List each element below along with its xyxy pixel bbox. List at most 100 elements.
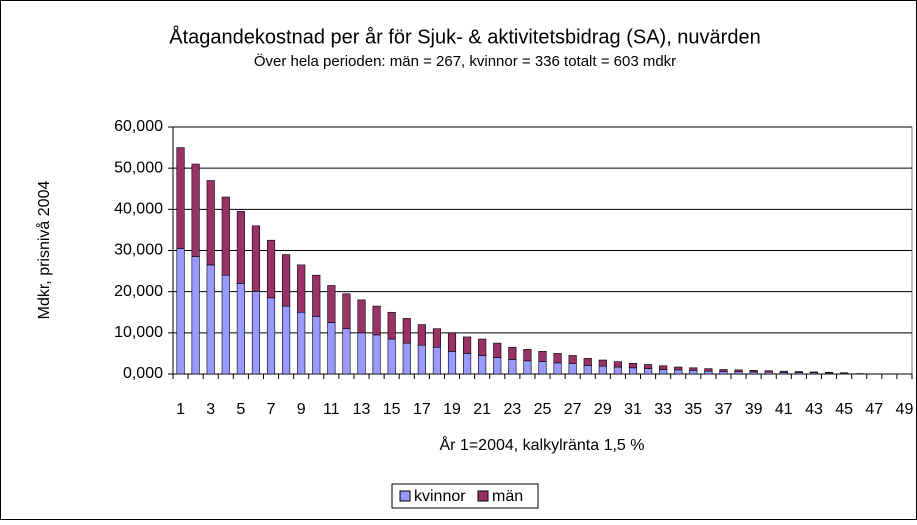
legend-label: män bbox=[492, 488, 523, 505]
x-tick-label: 49 bbox=[896, 401, 914, 418]
bar-segment bbox=[192, 164, 200, 257]
bar-segment bbox=[493, 358, 501, 374]
bar-segment bbox=[629, 368, 637, 374]
bar-segment bbox=[584, 365, 592, 374]
x-axis-title: År 1=2004, kalkylränta 1,5 % bbox=[439, 435, 644, 454]
x-tick-label: 27 bbox=[564, 401, 582, 418]
bar-segment bbox=[177, 248, 185, 374]
bar-segment bbox=[554, 353, 562, 362]
bar-segment bbox=[373, 306, 381, 335]
bar-segment bbox=[313, 275, 321, 316]
bar-segment bbox=[418, 345, 426, 374]
bar-segment bbox=[509, 347, 517, 359]
bar-segment bbox=[493, 343, 501, 357]
bar-segment bbox=[478, 339, 486, 355]
bar-segment bbox=[690, 370, 698, 374]
x-tick-label: 5 bbox=[236, 401, 245, 418]
bar-segment bbox=[614, 367, 622, 374]
bar-segment bbox=[674, 370, 682, 374]
bar-segment bbox=[509, 360, 517, 374]
bar-segment bbox=[267, 240, 275, 298]
y-axis-title: Mdkr, prisnivå 2004 bbox=[35, 181, 53, 320]
bar-segment bbox=[207, 181, 215, 265]
x-tick-label: 35 bbox=[684, 401, 702, 418]
bar-segment bbox=[388, 312, 396, 339]
legend-label: kvinnor bbox=[414, 488, 466, 505]
bar-segment bbox=[237, 283, 245, 374]
bar-segment bbox=[614, 362, 622, 367]
x-tick-label: 37 bbox=[715, 401, 733, 418]
x-tick-label: 47 bbox=[865, 401, 883, 418]
bar-segment bbox=[192, 257, 200, 374]
bar-segment bbox=[418, 325, 426, 346]
y-tick-label: 0,000 bbox=[123, 365, 163, 382]
bar-segment bbox=[282, 255, 290, 306]
bar-segment bbox=[720, 369, 728, 371]
bar-segment bbox=[810, 372, 818, 373]
bar-segment bbox=[584, 358, 592, 365]
bar-segment bbox=[222, 197, 230, 275]
bar-segment bbox=[313, 316, 321, 374]
legend-swatch bbox=[400, 491, 410, 501]
bar-segment bbox=[282, 306, 290, 374]
bar-segment bbox=[705, 371, 713, 374]
x-tick-label: 25 bbox=[534, 401, 552, 418]
bar-segment bbox=[735, 370, 743, 372]
bar-segment bbox=[358, 333, 366, 374]
y-tick-label: 60,000 bbox=[114, 118, 163, 135]
x-tick-label: 19 bbox=[443, 401, 461, 418]
bar-segment bbox=[539, 351, 547, 361]
bar-segment bbox=[222, 275, 230, 374]
bar-segment bbox=[644, 369, 652, 374]
x-tick-label: 21 bbox=[473, 401, 491, 418]
x-tick-label: 7 bbox=[267, 401, 276, 418]
bar-segment bbox=[463, 353, 471, 374]
bar-segment bbox=[524, 361, 532, 374]
bar-segment bbox=[237, 211, 245, 283]
y-tick-label: 10,000 bbox=[114, 324, 163, 341]
bar-segment bbox=[569, 355, 577, 363]
bar-segment bbox=[403, 343, 411, 374]
x-tick-label: 41 bbox=[775, 401, 793, 418]
bar-segment bbox=[343, 329, 351, 374]
x-tick-label: 11 bbox=[323, 401, 340, 418]
bar-segment bbox=[207, 265, 215, 374]
bar-segment bbox=[478, 355, 486, 374]
bar-segment bbox=[569, 364, 577, 374]
x-tick-label: 29 bbox=[594, 401, 612, 418]
x-tick-label: 1 bbox=[176, 401, 185, 418]
bar-segment bbox=[373, 335, 381, 374]
y-tick-label: 40,000 bbox=[114, 201, 163, 218]
bar-segment bbox=[524, 349, 532, 361]
chart-title: Åtagandekostnad per år för Sjuk- & aktiv… bbox=[169, 25, 760, 48]
bar-segment bbox=[795, 372, 803, 373]
bar-segment bbox=[388, 339, 396, 374]
bar-segment bbox=[252, 292, 260, 374]
bar-segment bbox=[750, 370, 758, 372]
x-tick-label: 9 bbox=[297, 401, 306, 418]
x-tick-label: 17 bbox=[413, 401, 431, 418]
bar-segment bbox=[825, 372, 833, 373]
bar-segment bbox=[629, 363, 637, 368]
bar-segment bbox=[463, 337, 471, 353]
bar-segment bbox=[433, 347, 441, 374]
bar-segment bbox=[539, 362, 547, 374]
bar-segment bbox=[328, 323, 336, 374]
bar-segment bbox=[343, 294, 351, 329]
x-tick-label: 31 bbox=[624, 401, 642, 418]
bar-segment bbox=[690, 368, 698, 370]
bar-segment bbox=[644, 365, 652, 369]
bar-segment bbox=[252, 226, 260, 292]
x-tick-label: 3 bbox=[206, 401, 215, 418]
y-tick-label: 50,000 bbox=[114, 159, 163, 176]
bar-segment bbox=[448, 333, 456, 352]
bar-segment bbox=[750, 372, 758, 374]
bar-segment bbox=[267, 298, 275, 374]
bar-segment bbox=[735, 372, 743, 374]
y-tick-label: 30,000 bbox=[114, 242, 163, 259]
bar-segment bbox=[433, 329, 441, 348]
y-tick-label: 20,000 bbox=[114, 283, 163, 300]
x-tick-label: 39 bbox=[745, 401, 763, 418]
bar-segment bbox=[599, 360, 607, 366]
